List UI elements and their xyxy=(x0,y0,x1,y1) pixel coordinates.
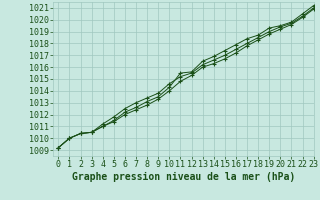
X-axis label: Graphe pression niveau de la mer (hPa): Graphe pression niveau de la mer (hPa) xyxy=(72,172,295,182)
